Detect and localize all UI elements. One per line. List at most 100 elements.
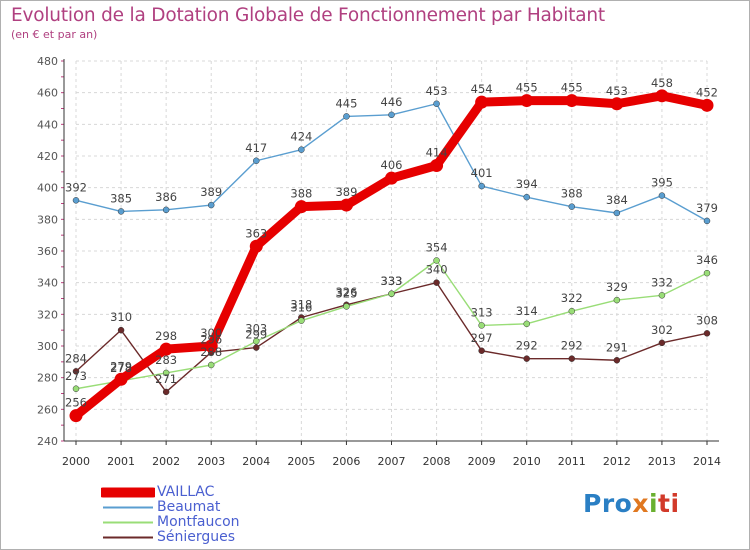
data-point-seniergues <box>613 357 621 364</box>
data-point-beaumat <box>207 201 215 209</box>
data-point-montfaucon <box>613 296 621 304</box>
data-label-vaillac: 363 <box>245 226 267 240</box>
data-point-vaillac <box>69 409 83 423</box>
legend-item-vaillac[interactable]: VAILLAC <box>101 485 240 500</box>
y-tick-label: 460 <box>37 87 58 100</box>
data-label-montfaucon: 314 <box>516 304 538 318</box>
data-label-vaillac: 453 <box>606 84 628 98</box>
x-tick-label: 2001 <box>107 455 135 468</box>
data-label-seniergues: 318 <box>290 298 312 312</box>
legend-item-montfaucon[interactable]: Montfaucon <box>101 515 240 530</box>
legend-swatch-beaumat <box>103 506 153 509</box>
data-label-beaumat: 388 <box>561 187 583 201</box>
legend-label-beaumat: Beaumat <box>157 499 221 515</box>
x-tick-label: 2003 <box>197 455 225 468</box>
data-point-beaumat <box>388 111 395 119</box>
data-label-montfaucon: 313 <box>471 305 493 319</box>
data-point-vaillac <box>385 171 398 185</box>
x-tick-label: 2012 <box>603 455 631 468</box>
data-label-montfaucon: 333 <box>381 274 403 288</box>
data-label-montfaucon: 273 <box>65 369 87 383</box>
data-point-montfaucon <box>253 338 260 345</box>
legend-label-seniergues: Séniergues <box>157 529 236 545</box>
y-tick-label: 420 <box>37 150 58 163</box>
chart-title: Evolution de la Dotation Globale de Fonc… <box>11 5 605 26</box>
data-label-seniergues: 326 <box>335 285 357 299</box>
data-point-vaillac <box>159 342 173 356</box>
data-point-montfaucon <box>568 307 576 315</box>
y-tick-label: 340 <box>37 277 58 290</box>
data-label-beaumat: 392 <box>65 180 87 194</box>
data-point-vaillac <box>339 198 353 212</box>
data-point-montfaucon <box>523 320 530 328</box>
data-point-vaillac <box>204 339 218 353</box>
data-label-montfaucon: 283 <box>155 353 177 367</box>
y-tick-label: 300 <box>37 340 58 353</box>
data-point-vaillac <box>700 98 714 112</box>
data-label-seniergues: 333 <box>381 274 403 288</box>
legend-item-beaumat[interactable]: Beaumat <box>101 500 240 515</box>
y-tick-label: 260 <box>37 403 58 416</box>
data-point-vaillac <box>475 95 489 109</box>
data-label-beaumat: 394 <box>516 177 538 191</box>
data-point-seniergues <box>478 347 485 354</box>
data-label-vaillac: 452 <box>696 85 718 99</box>
data-label-seniergues: 302 <box>651 323 673 337</box>
data-label-montfaucon: 325 <box>335 286 357 300</box>
data-label-seniergues: 292 <box>561 339 583 353</box>
data-point-vaillac <box>520 94 534 108</box>
legend-swatch-vaillac <box>101 487 155 498</box>
data-point-seniergues <box>162 388 170 396</box>
y-tick-label: 380 <box>37 213 58 226</box>
data-label-vaillac: 414 <box>426 146 448 160</box>
data-point-montfaucon <box>478 322 485 329</box>
data-label-montfaucon: 288 <box>200 345 222 359</box>
data-label-montfaucon: 316 <box>290 301 312 315</box>
data-label-beaumat: 389 <box>200 185 222 199</box>
data-point-montfaucon <box>298 317 305 324</box>
x-tick-label: 2005 <box>287 455 315 468</box>
data-label-vaillac: 455 <box>516 81 538 95</box>
data-label-montfaucon: 332 <box>651 275 673 289</box>
data-label-seniergues: 340 <box>426 263 448 277</box>
data-point-montfaucon <box>207 361 215 369</box>
data-label-beaumat: 445 <box>335 96 357 110</box>
x-tick-label: 2008 <box>423 455 451 468</box>
data-label-beaumat: 385 <box>110 191 132 205</box>
data-point-beaumat <box>343 113 350 120</box>
data-label-seniergues: 284 <box>65 351 87 365</box>
x-tick-label: 2009 <box>468 455 496 468</box>
data-label-beaumat: 379 <box>696 201 718 215</box>
y-tick-label: 280 <box>37 372 58 385</box>
data-label-seniergues: 308 <box>696 313 718 327</box>
y-tick-label: 320 <box>37 308 58 321</box>
data-point-seniergues <box>523 355 530 362</box>
data-point-seniergues <box>117 326 125 334</box>
data-point-vaillac <box>249 239 263 253</box>
data-point-montfaucon <box>658 292 666 299</box>
proxiti-logo: Proxiti <box>583 489 680 518</box>
data-label-beaumat: 424 <box>290 130 312 144</box>
data-label-seniergues: 310 <box>110 310 132 324</box>
data-label-seniergues: 291 <box>606 340 628 354</box>
data-point-seniergues <box>658 339 666 347</box>
data-point-seniergues <box>568 355 576 362</box>
data-label-vaillac: 298 <box>155 329 177 343</box>
data-label-beaumat: 401 <box>471 166 493 180</box>
data-label-montfaucon: 346 <box>696 253 718 267</box>
legend-swatch-seniergues <box>103 536 153 539</box>
data-point-vaillac <box>294 200 308 214</box>
data-label-beaumat: 446 <box>381 95 403 109</box>
x-tick-label: 2007 <box>378 455 406 468</box>
data-point-seniergues <box>433 279 440 286</box>
data-point-seniergues <box>72 368 80 375</box>
data-label-vaillac: 406 <box>381 158 403 172</box>
data-point-vaillac <box>114 372 128 386</box>
data-label-montfaucon: 278 <box>110 361 132 375</box>
legend-item-seniergues[interactable]: Séniergues <box>101 530 240 545</box>
x-tick-label: 2011 <box>558 455 586 468</box>
data-point-montfaucon <box>703 269 711 277</box>
y-tick-label: 440 <box>37 118 58 131</box>
data-label-montfaucon: 354 <box>426 241 448 255</box>
data-point-vaillac <box>655 89 669 103</box>
